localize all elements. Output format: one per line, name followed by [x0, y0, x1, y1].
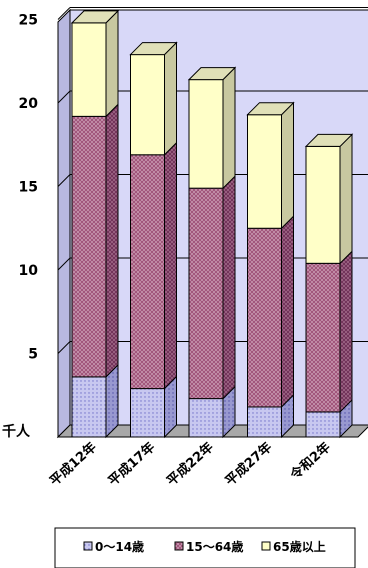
y-tick-label: 10 — [19, 263, 39, 279]
legend-label: 0～14歳 — [95, 539, 144, 554]
bar-segment-side — [281, 215, 294, 409]
gridline-side — [57, 341, 71, 354]
bar-segment-3 — [305, 145, 341, 264]
bar-segment-side — [164, 141, 177, 390]
bar-top-face — [187, 67, 237, 81]
bar-segment-side — [281, 101, 294, 230]
bar-segment-side — [105, 103, 119, 379]
bar-segment-side — [222, 66, 236, 190]
bar-top-face — [246, 102, 295, 116]
bar-stack — [304, 133, 354, 439]
bar-segment-1 — [247, 406, 282, 438]
bar-segment-side — [339, 133, 353, 265]
bar-segment-side — [164, 41, 177, 156]
bar-segment-2 — [247, 227, 282, 408]
bar-segment-3 — [71, 22, 107, 117]
bar-segment-3 — [188, 79, 224, 189]
legend-label: 15～64歳 — [186, 539, 243, 554]
x-tick-label: 平成22年 — [164, 439, 217, 489]
bar-stack — [70, 9, 120, 439]
y-tick-label: 20 — [19, 96, 39, 112]
legend-swatch — [174, 541, 184, 551]
legend-label: 65歳以上 — [273, 539, 326, 554]
gridline-side — [57, 174, 71, 187]
y-unit-label: 千人 — [2, 423, 31, 440]
bar-segment-side — [105, 9, 119, 118]
bar-segment-side — [339, 250, 353, 414]
y-tick-label: 25 — [19, 13, 38, 29]
bar-top-face — [70, 10, 120, 24]
bar-segment-2 — [71, 115, 107, 378]
bar-segment-side — [222, 174, 236, 400]
y-tick-label: 5 — [28, 347, 38, 363]
bar-segment-1 — [71, 376, 107, 438]
bar-segment-3 — [247, 114, 282, 229]
bars — [70, 9, 354, 439]
x-tick-label: 平成27年 — [222, 439, 275, 489]
gridline-side — [57, 7, 71, 20]
bar-segment-3 — [130, 54, 165, 156]
x-axis-labels: 平成12年 平成17年 平成22年 平成27年 令和2年 — [47, 439, 334, 489]
bar-segment-1 — [188, 398, 224, 438]
bar-top-face — [304, 133, 354, 147]
bar-segment-1 — [130, 388, 165, 438]
legend-swatch — [83, 541, 93, 551]
bar-segment-2 — [305, 262, 341, 413]
bar-stack — [187, 66, 237, 439]
chart-side-wall — [57, 8, 71, 439]
x-tick-label: 平成17年 — [105, 439, 158, 489]
y-axis-labels: 25 20 15 10 5 千人 — [2, 13, 38, 441]
bar-segment-2 — [130, 154, 165, 390]
y-tick-label: 15 — [19, 180, 38, 196]
gridline-side — [57, 90, 71, 104]
bar-segment-1 — [305, 411, 341, 438]
bar-segment-2 — [188, 187, 224, 400]
bar-stack — [246, 101, 295, 439]
x-tick-label: 令和2年 — [287, 439, 333, 483]
gridline-side — [57, 257, 71, 271]
legend-swatch — [261, 541, 271, 551]
legend: 0～14歳 15～64歳 65歳以上 — [54, 527, 356, 568]
x-tick-label: 平成12年 — [47, 439, 100, 489]
bar-top-face — [129, 42, 178, 56]
legend-box — [54, 527, 356, 568]
bar-stack — [129, 41, 178, 439]
